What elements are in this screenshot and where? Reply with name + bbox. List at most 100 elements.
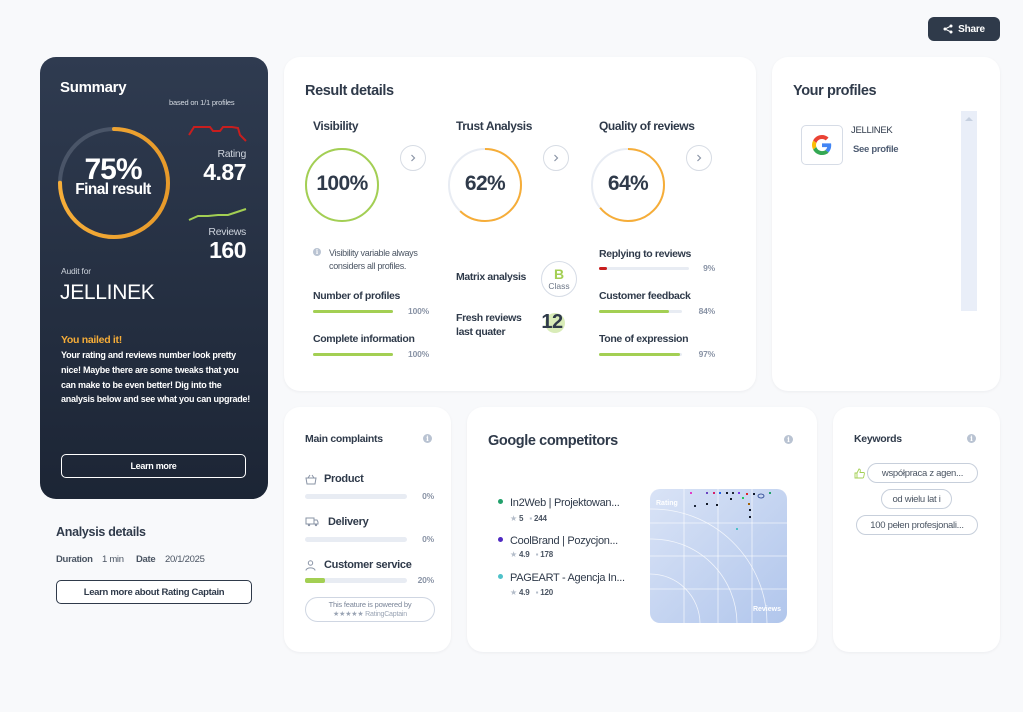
competitor-name[interactable]: PAGEART - Agencja In... xyxy=(510,572,625,584)
replying-bar xyxy=(599,267,689,270)
complaints-info-icon[interactable]: i xyxy=(423,434,432,443)
product-bar xyxy=(305,494,407,499)
chevron-right-icon xyxy=(411,154,416,162)
competitor-meta: ★ 5 ▪ 244 xyxy=(510,514,547,523)
scroll-up-icon[interactable] xyxy=(965,116,973,122)
rating-value: 4.87 xyxy=(203,159,246,185)
competitor-rating: 4.9 xyxy=(519,588,530,597)
share-label: Share xyxy=(958,23,985,35)
result-details-card: Result details Visibility 100% i Visibil… xyxy=(284,57,756,391)
keyword-chip[interactable]: współpraca z agen... xyxy=(867,463,978,483)
complete-information-percent: 100% xyxy=(408,349,429,359)
quality-ring-progress xyxy=(591,148,665,222)
complete-information-label: Complete information xyxy=(313,333,415,345)
competitor-meta: ★ 4.9 ▪ 120 xyxy=(510,588,553,597)
visibility-details-button[interactable] xyxy=(400,145,426,171)
powered-by-badge: This feature is powered by ★★★★★ RatingC… xyxy=(305,597,435,622)
profiles-scrollbar[interactable] xyxy=(961,111,977,311)
visibility-percent: 100% xyxy=(316,172,368,195)
competitors-title: Google competitors xyxy=(488,433,618,449)
result-details-title: Result details xyxy=(305,83,394,99)
chevron-right-icon xyxy=(697,154,702,162)
learn-more-rating-captain-button[interactable]: Learn more about Rating Captain xyxy=(56,580,252,604)
competitors-info-icon[interactable]: i xyxy=(784,435,793,444)
keyword-chip[interactable]: 100 pełen profesjonali... xyxy=(856,515,978,535)
map-reviews-label: Reviews xyxy=(753,606,781,613)
powered-by-brand: ★★★★★ RatingCaptain xyxy=(333,611,407,618)
competitors-card: Google competitors i In2Web | Projektowa… xyxy=(467,407,817,652)
audit-name: JELLINEK xyxy=(60,281,155,304)
reviews-value: 160 xyxy=(209,237,246,263)
visibility-ring xyxy=(305,148,379,222)
competitor-map-grid: Rating Reviews xyxy=(650,489,787,623)
fresh-reviews-bg xyxy=(545,313,565,333)
profiles-card: Your profiles JELLINEK See profile xyxy=(772,57,1000,391)
number-of-profiles-bar-fill xyxy=(313,310,393,313)
summary-title: Summary xyxy=(60,79,127,96)
keywords-title: Keywords xyxy=(854,433,902,445)
share-icon xyxy=(943,24,953,34)
visibility-title: Visibility xyxy=(313,119,359,133)
matrix-grade-badge: B Class xyxy=(541,261,577,297)
rating-sparkline xyxy=(188,126,247,142)
competitor-meta: ★ 4.9 ▪ 178 xyxy=(510,550,553,559)
competitor-rating: 4.9 xyxy=(519,550,530,559)
trust-details-button[interactable] xyxy=(543,145,569,171)
keywords-info-icon[interactable]: i xyxy=(967,434,976,443)
date-value: 20/1/2025 xyxy=(165,554,205,565)
keywords-card: Keywords i współpraca z agen... od wielu… xyxy=(833,407,1000,652)
complete-information-bar-fill xyxy=(313,353,393,356)
trust-analysis-title: Trust Analysis xyxy=(456,119,532,133)
see-profile-link[interactable]: See profile xyxy=(853,144,899,155)
star-icon: ★ xyxy=(510,514,517,523)
matrix-analysis-label: Matrix analysis xyxy=(456,271,527,283)
trust-ring-progress xyxy=(448,148,522,222)
fresh-reviews-badge: 12 xyxy=(537,311,567,335)
competitor-rating: 5 xyxy=(519,514,524,523)
analysis-details-title: Analysis details xyxy=(56,525,146,539)
final-result-ring-progress xyxy=(58,127,170,239)
star-icon: ★ xyxy=(510,588,517,597)
learn-more-button[interactable]: Learn more xyxy=(61,454,246,478)
number-of-profiles-percent: 100% xyxy=(408,306,429,316)
competitor-reviews: 178 xyxy=(540,550,554,559)
share-button[interactable]: Share xyxy=(928,17,1000,41)
tone-bar-fill xyxy=(599,353,680,356)
map-rating-label: Rating xyxy=(656,500,678,507)
summary-headline: You nailed it! xyxy=(61,334,122,346)
replying-label: Replying to reviews xyxy=(599,248,691,260)
product-label: Product xyxy=(324,473,364,485)
trust-ring xyxy=(448,148,522,222)
final-result-percent: 75% xyxy=(84,153,142,186)
quality-ring xyxy=(591,148,665,222)
competitor-name[interactable]: CoolBrand | Pozycjon... xyxy=(510,535,618,547)
delivery-bar xyxy=(305,537,407,542)
customer-feedback-percent: 84% xyxy=(698,306,716,316)
keyword-chip[interactable]: od wielu lat i xyxy=(881,489,952,509)
matrix-class: Class xyxy=(548,281,570,291)
complete-information-bar xyxy=(313,353,393,356)
customer-feedback-bar xyxy=(599,310,682,313)
info-icon: i xyxy=(313,248,321,256)
visibility-ring-progress xyxy=(305,148,379,222)
customer-service-label: Customer service xyxy=(324,559,412,571)
rating-label: Rating xyxy=(217,148,246,160)
basket-icon xyxy=(305,474,317,485)
comment-icon: ▪ xyxy=(535,588,539,597)
summary-message: Your rating and reviews number look pret… xyxy=(61,350,251,405)
competitor-map[interactable]: Rating Reviews xyxy=(650,489,787,623)
quality-title: Quality of reviews xyxy=(599,119,695,133)
comment-icon: ▪ xyxy=(529,514,532,523)
replying-percent: 9% xyxy=(703,263,715,273)
complaints-card: Main complaints i Product 0% Delivery 0%… xyxy=(284,407,451,652)
competitor-name[interactable]: In2Web | Projektowan... xyxy=(510,497,620,509)
competitor-dot xyxy=(498,574,503,579)
tone-bar xyxy=(599,353,682,356)
number-of-profiles-label: Number of profiles xyxy=(313,290,401,302)
reviews-sparkline xyxy=(188,208,247,221)
visibility-note: Visibility variable always considers all… xyxy=(329,248,418,271)
competitor-dot xyxy=(498,537,503,542)
quality-details-button[interactable] xyxy=(686,145,712,171)
duration-value: 1 min xyxy=(102,554,124,565)
summary-card: Summary based on 1/1 profiles 75% Final … xyxy=(40,57,268,499)
